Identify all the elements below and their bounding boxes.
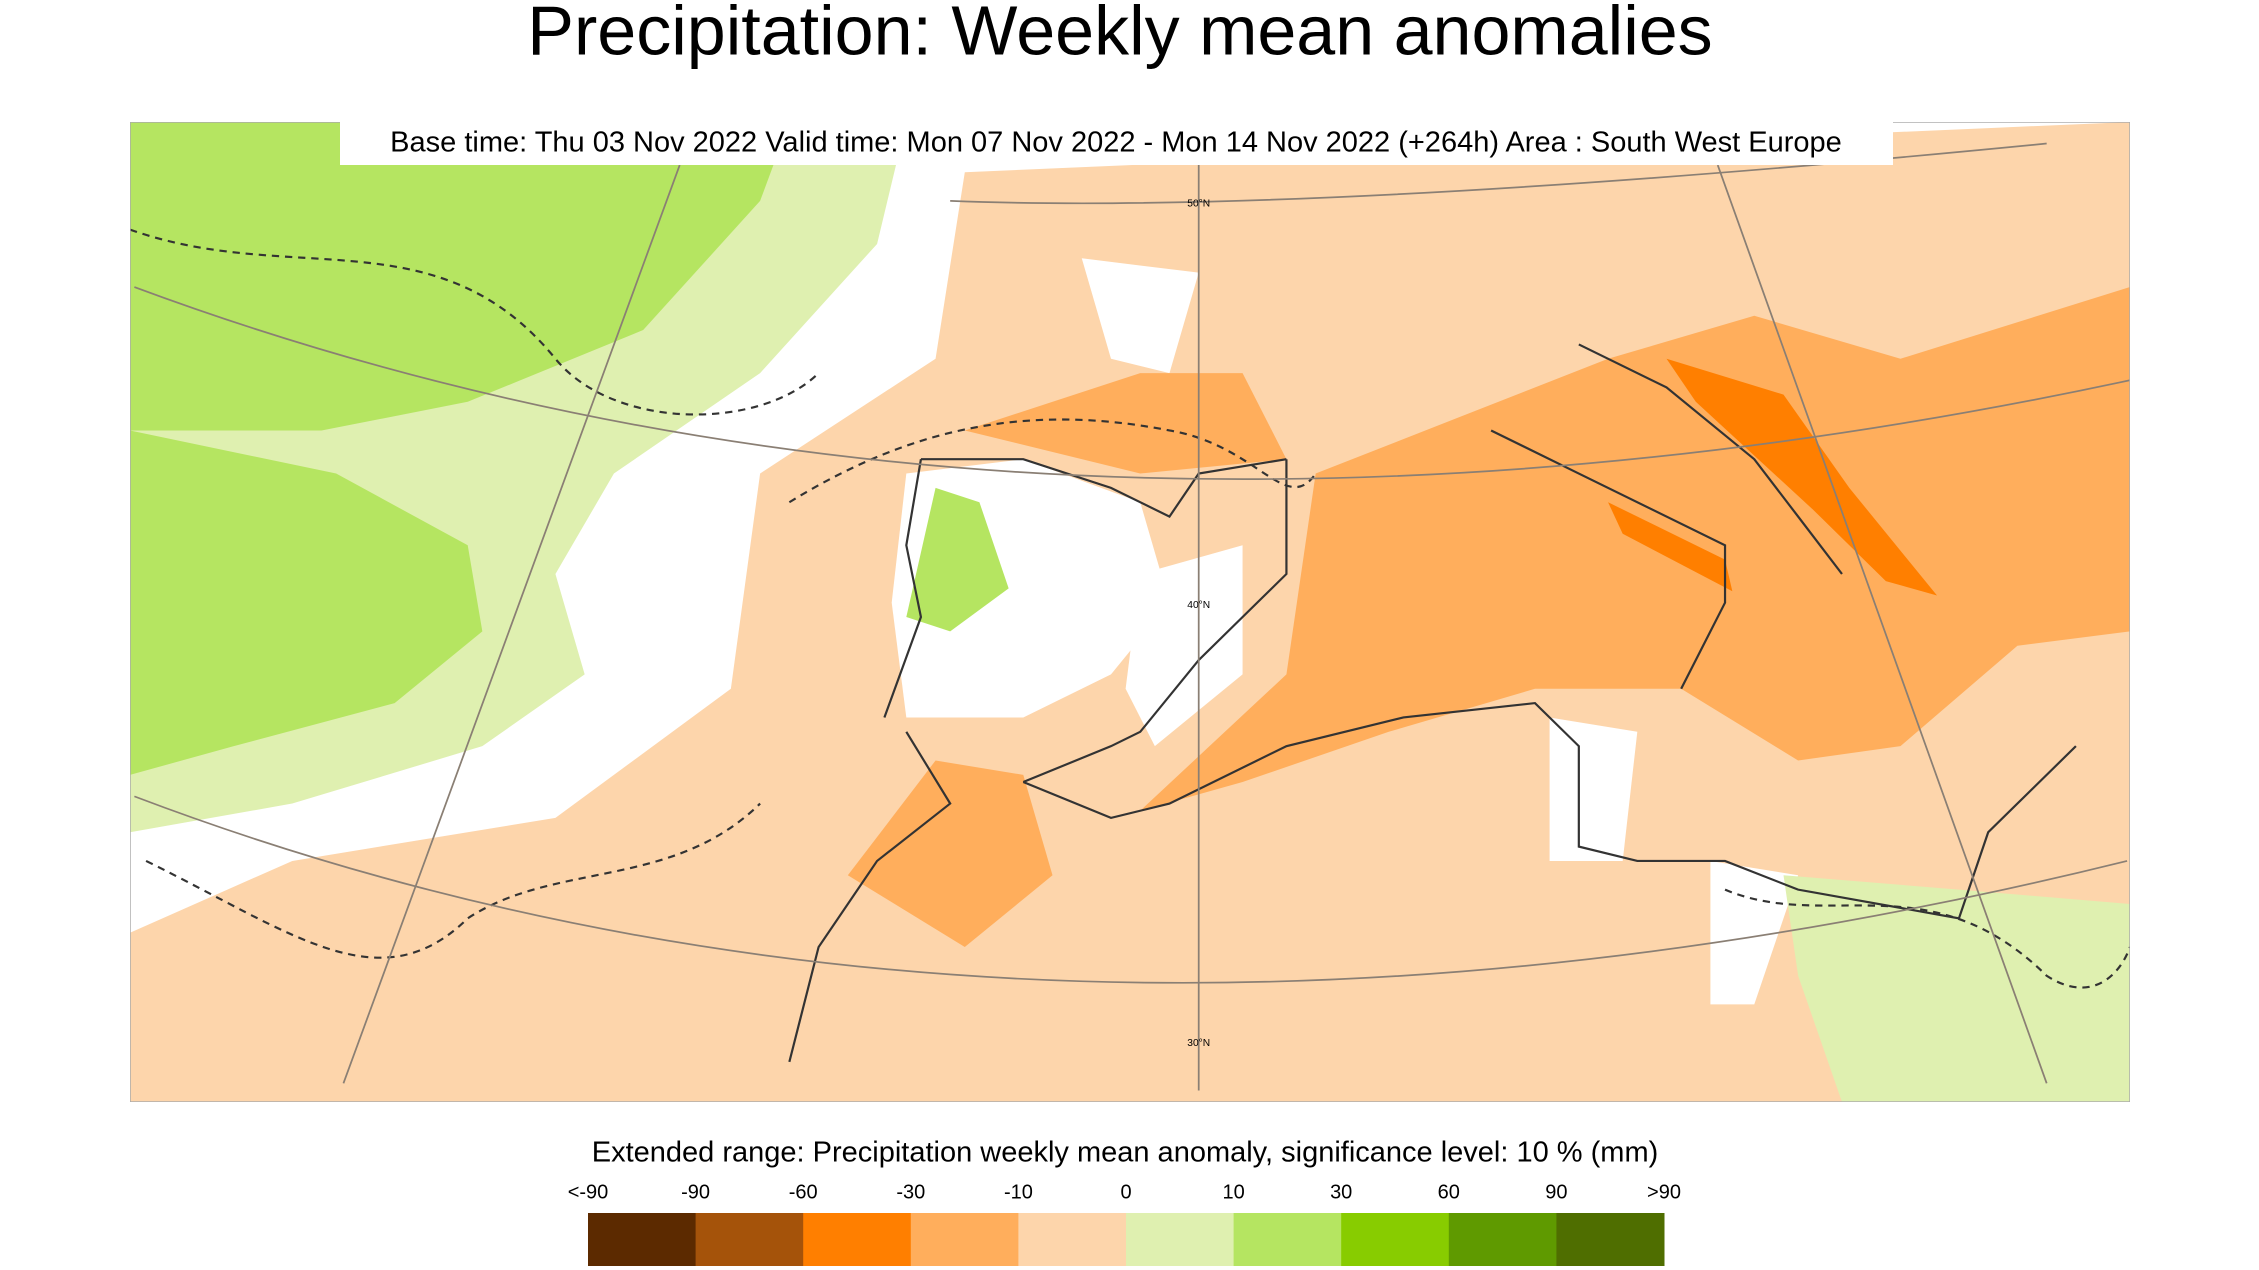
anomaly-area [130, 430, 483, 775]
subtitle: Base time: Thu 03 Nov 2022 Valid time: M… [390, 127, 1842, 159]
coastlines [788, 343, 2077, 1063]
legend-swatch [1018, 1213, 1127, 1266]
anomaly-area [1783, 875, 2130, 1102]
anomaly-area [906, 487, 1009, 632]
legend-swatch [910, 1213, 1019, 1266]
legend-swatch [695, 1213, 804, 1266]
legend-swatch [588, 1213, 697, 1266]
legend-label: 90 [1545, 1181, 1567, 1203]
legend-swatch [803, 1213, 912, 1266]
latitude-label: 30°N [1187, 1038, 1210, 1049]
legend-swatch [1556, 1213, 1665, 1266]
map: 50°N 40°N 30°N [130, 122, 2130, 1102]
legend-swatch [1448, 1213, 1557, 1266]
neutral-area [1081, 258, 1199, 374]
anomaly-area [964, 373, 1287, 474]
subtitle-box [340, 122, 1893, 165]
legend-label: >90 [1647, 1181, 1681, 1203]
latitude-label: 40°N [1187, 600, 1210, 611]
anomaly-area [1140, 287, 2130, 811]
anomaly-area [130, 122, 790, 431]
significance-contours [130, 228, 2130, 989]
legend-title: Extended range: Precipitation weekly mea… [592, 1137, 1659, 1169]
latitude-label: 50°N [1187, 199, 1210, 210]
anomaly-area [1608, 502, 1733, 592]
legend-label: -30 [896, 1181, 925, 1203]
legend: <-90 -90 -60 -30 -10 0 10 30 60 90 >90 [568, 1181, 1681, 1266]
legend-swatch [1341, 1213, 1450, 1266]
anomaly-area [1666, 358, 1938, 596]
legend-label: 0 [1120, 1181, 1131, 1203]
legend-label: <-90 [568, 1181, 609, 1203]
legend-label: 60 [1438, 1181, 1460, 1203]
legend-swatch [1233, 1213, 1342, 1266]
title: Precipitation: Weekly mean anomalies [527, 0, 1712, 69]
neutral-area [1125, 545, 1243, 747]
legend-label: -60 [789, 1181, 818, 1203]
legend-swatch [1126, 1213, 1235, 1266]
neutral-area [1549, 717, 1638, 861]
legend-label: 10 [1222, 1181, 1244, 1203]
anomaly-area [847, 760, 1053, 948]
legend-label: 30 [1330, 1181, 1352, 1203]
neutral-area [1710, 860, 1799, 1005]
legend-label: -10 [1004, 1181, 1033, 1203]
legend-label: -90 [681, 1181, 710, 1203]
